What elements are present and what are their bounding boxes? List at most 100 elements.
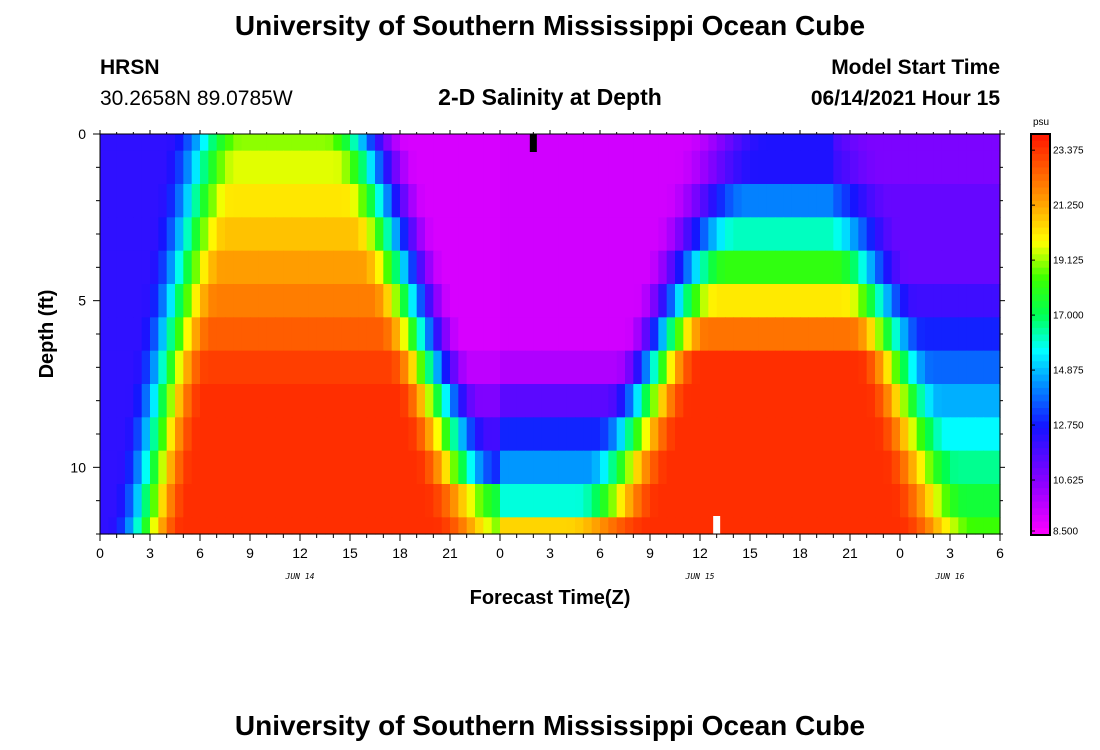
heatmap-cell [266, 317, 276, 352]
heatmap-cell [300, 250, 309, 285]
heatmap-cell [350, 284, 359, 318]
heatmap-cell [175, 250, 184, 285]
heatmap-cell [550, 384, 559, 418]
heatmap-cell [666, 150, 676, 185]
heatmap-cell [191, 134, 201, 152]
colorbar-swatch [1031, 387, 1050, 396]
heatmap-cell [766, 217, 776, 252]
heatmap-cell [116, 250, 126, 285]
colorbar-swatch [1031, 488, 1050, 496]
heatmap-cell [183, 450, 193, 485]
heatmap-cell [800, 184, 809, 218]
heatmap-cell [250, 134, 259, 152]
x-tick-label: 9 [646, 545, 654, 561]
colorbar-label: 19.125 [1053, 256, 1084, 267]
heatmap-cell [266, 150, 276, 185]
heatmap-cell [241, 150, 251, 185]
heatmap-cell [250, 450, 259, 485]
heatmap-cell [683, 517, 693, 535]
heatmap-cell [758, 317, 768, 352]
heatmap-cell [283, 384, 293, 418]
heatmap-cell [933, 184, 943, 218]
heatmap-cell [766, 284, 776, 318]
heatmap-cell [700, 134, 709, 152]
heatmap-cell [783, 350, 793, 385]
heatmap-cell [525, 484, 534, 518]
heatmap-cell [750, 150, 759, 185]
heatmap-cell [333, 484, 343, 518]
heatmap-cell [575, 350, 584, 385]
heatmap-cell [791, 317, 801, 352]
heatmap-cell [991, 450, 1001, 485]
heatmap-cell [641, 517, 651, 535]
heatmap-cell [575, 250, 584, 285]
heatmap-cell [800, 417, 809, 452]
heatmap-cell [625, 417, 634, 452]
heatmap-cell [225, 517, 234, 535]
heatmap-cell [383, 317, 393, 352]
heatmap-cell [700, 517, 709, 535]
heatmap-cell [916, 384, 926, 418]
heatmap-cell [158, 184, 168, 218]
heatmap-cell [491, 317, 501, 352]
heatmap-cell [516, 484, 526, 518]
heatmap-cell [775, 450, 784, 485]
heatmap-cell [616, 417, 626, 452]
heatmap-cell [408, 384, 418, 418]
heatmap-cell [658, 217, 668, 252]
heatmap-cell [691, 134, 701, 152]
heatmap-cell [958, 484, 968, 518]
heatmap-cell [191, 450, 201, 485]
heatmap-cell [100, 250, 109, 285]
heatmap-cell [741, 217, 751, 252]
heatmap-cell [216, 384, 226, 418]
heatmap-cell [608, 317, 618, 352]
heatmap-cell [283, 417, 293, 452]
heatmap-cell [341, 150, 351, 185]
heatmap-cell [216, 317, 226, 352]
heatmap-cell [741, 517, 751, 535]
heatmap-cell [808, 184, 818, 218]
heatmap-cell [408, 450, 418, 485]
heatmap-cell [925, 150, 934, 185]
heatmap-cell [300, 150, 309, 185]
heatmap-cell [941, 134, 951, 152]
heatmap-cell [141, 450, 151, 485]
heatmap-cell [458, 450, 468, 485]
heatmap-cell [791, 484, 801, 518]
colorbar-swatch [1031, 267, 1050, 275]
x-tick-label: 12 [692, 545, 708, 561]
heatmap-cell [408, 184, 418, 218]
heatmap-cell [833, 284, 843, 318]
heatmap-cell [325, 134, 334, 152]
heatmap-cell [266, 517, 276, 535]
heatmap-cell [266, 384, 276, 418]
heatmap-cell [475, 184, 484, 218]
heatmap-cell [333, 517, 343, 535]
heatmap-cell [341, 450, 351, 485]
heatmap-cell [733, 417, 743, 452]
heatmap-cell [825, 450, 834, 485]
heatmap-cell [341, 284, 351, 318]
y-tick-label: 5 [78, 293, 86, 309]
heatmap-cell [691, 250, 701, 285]
heatmap-cell [100, 134, 109, 152]
heatmap-cell [158, 450, 168, 485]
heatmap-cell [641, 417, 651, 452]
x-tick-label: 21 [842, 545, 858, 561]
heatmap-cell [225, 284, 234, 318]
heatmap-cell [141, 350, 151, 385]
heatmap-cell [150, 484, 159, 518]
heatmap-cell [325, 184, 334, 218]
heatmap-cell [991, 350, 1001, 385]
heatmap-cell [208, 450, 218, 485]
heatmap-cell [133, 517, 143, 535]
heatmap-cell [566, 384, 576, 418]
colorbar-swatch [1031, 434, 1050, 443]
heatmap-cell [166, 417, 176, 452]
heatmap-cell [991, 317, 1001, 352]
colorbar-swatch [1031, 514, 1050, 523]
heatmap-cell [958, 250, 968, 285]
heatmap-cell [816, 484, 826, 518]
heatmap-cell [416, 134, 426, 152]
